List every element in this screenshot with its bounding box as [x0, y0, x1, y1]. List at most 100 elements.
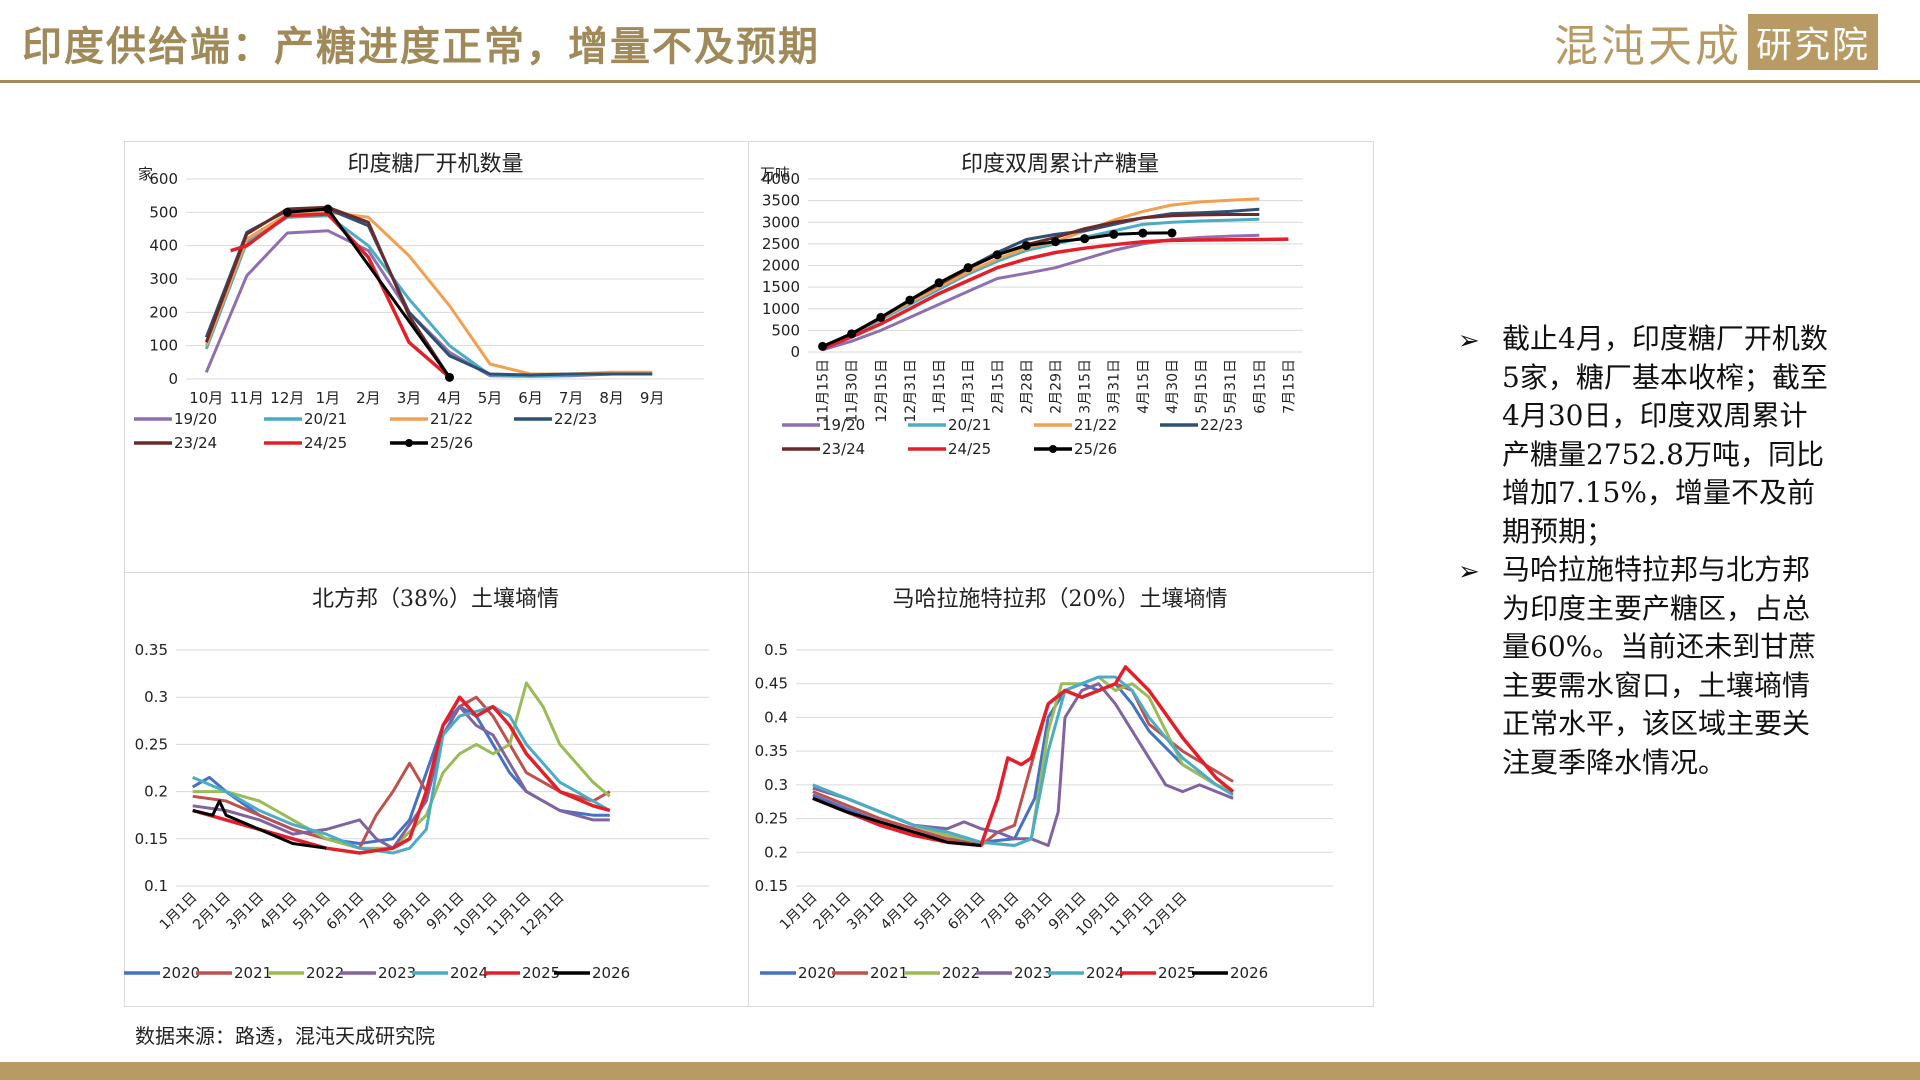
series-line-2025 [192, 695, 611, 855]
y-tick-label: 0.35 [135, 641, 168, 659]
x-tick-label: 5月31日 [1223, 359, 1239, 414]
y-tick-label: 0.25 [135, 735, 168, 753]
header-divider [0, 80, 1920, 83]
y-unit-label: 家 [138, 165, 153, 183]
series-marker-25-26 [1021, 241, 1031, 251]
arrow-icon: ➢ [1458, 557, 1480, 587]
chart-title: 印度糖厂开机数量 [347, 152, 523, 177]
legend-label: 25/26 [1074, 440, 1117, 458]
y-tick-label: 400 [149, 237, 178, 255]
y-unit-label: 万吨 [760, 165, 790, 183]
legend-marker [405, 439, 413, 447]
arrow-icon: ➢ [1458, 326, 1480, 356]
y-tick-label: 0.5 [764, 641, 788, 659]
logo-box: 研究院 [1747, 14, 1878, 70]
x-tick-label: 9月 [640, 389, 665, 407]
legend-label: 20/21 [304, 410, 347, 428]
legend-label: 2024 [1086, 964, 1124, 982]
y-tick-label: 0.15 [755, 877, 788, 895]
chart-up-soil: 北方邦（38%）土壤墒情0.10.150.20.250.30.351月1日2月1… [124, 587, 709, 982]
legend-label: 23/24 [822, 440, 865, 458]
y-tick-label: 200 [149, 303, 178, 321]
x-tick-label: 10月 [189, 389, 223, 407]
legend-label: 2025 [1158, 964, 1196, 982]
y-tick-label: 600 [149, 170, 178, 188]
bullet-item: ➢ 截止4月，印度糖厂开机数5家，糖厂基本收榨；截至4月30日，印度双周累计产糖… [1450, 320, 1830, 551]
x-tick-label: 7月 [559, 389, 584, 407]
chart-divider-vertical [748, 142, 749, 1006]
y-tick-label: 0.25 [755, 810, 788, 828]
x-tick-label: 4月30日 [1165, 359, 1181, 414]
x-tick-label: 1月31日 [961, 359, 977, 414]
y-tick-label: 500 [771, 321, 800, 339]
series-marker-25-26 [992, 250, 1002, 260]
legend-label: 2024 [450, 964, 488, 982]
y-tick-label: 0.1 [144, 877, 168, 895]
x-tick-label: 3月 [397, 389, 422, 407]
legend-label: 22/23 [1200, 416, 1243, 434]
x-tick-label: 12月31日 [903, 359, 919, 423]
bullet-text: 马哈拉施特拉邦与北方邦为印度主要产糖区，占总量60%。当前还未到甘蔗主要需水窗口… [1502, 553, 1817, 779]
chart-title: 北方邦（38%）土壤墒情 [312, 587, 559, 612]
series-marker-25-26 [876, 312, 886, 322]
x-tick-label: 4月 [437, 389, 462, 407]
commentary: ➢ 截止4月，印度糖厂开机数5家，糖厂基本收榨；截至4月30日，印度双周累计产糖… [1450, 320, 1830, 782]
legend-label: 25/26 [430, 434, 473, 452]
y-tick-label: 0.3 [144, 688, 168, 706]
legend-label: 2023 [378, 964, 416, 982]
series-line-2021 [192, 695, 611, 850]
x-tick-label: 5月15日 [1194, 359, 1210, 414]
x-tick-label: 6月 [518, 389, 543, 407]
legend-label: 2026 [592, 964, 630, 982]
x-tick-label: 7月15日 [1281, 359, 1297, 414]
legend-label: 20/21 [948, 416, 991, 434]
legend-label: 2021 [234, 964, 272, 982]
series-line-2023 [812, 682, 1234, 847]
series-line-25-26 [287, 207, 451, 379]
x-tick-label: 11月 [230, 389, 264, 407]
chart-divider-horizontal [125, 572, 1373, 573]
x-tick-label: 2月28日 [1019, 359, 1035, 414]
x-tick-label: 2月15日 [990, 359, 1006, 414]
chart-grid [124, 141, 1374, 1007]
series-line-24-25 [821, 237, 1289, 351]
series-line-2024 [192, 705, 611, 855]
y-tick-label: 2500 [762, 235, 800, 253]
legend-label: 2020 [798, 964, 836, 982]
chart-mh-soil: 马哈拉施特拉邦（20%）土壤墒情 0.15 0.2 0.25 0.3 0.35 0.4 0.4… [755, 587, 1333, 982]
series-marker-25-26 [323, 204, 333, 214]
y-tick-label: 2000 [762, 257, 800, 275]
series-marker-25-26 [1051, 237, 1060, 247]
legend-label: 2022 [942, 964, 980, 982]
series-line-2025 [812, 665, 1235, 848]
y-tick-label: 0.2 [144, 783, 168, 801]
series-marker-25-26 [1167, 228, 1177, 238]
x-tick-label: 8月 [599, 389, 624, 407]
series-line-19-20 [822, 233, 1260, 352]
x-tick-label: 1月 [316, 389, 341, 407]
x-tick-label: 2月 [356, 389, 381, 407]
logo: 混沌天成 研究院 [1554, 14, 1878, 72]
legend-label: 21/22 [430, 410, 473, 428]
series-marker-25-26 [1109, 229, 1119, 239]
legend-label: 22/23 [554, 410, 597, 428]
y-tick-label: 0.35 [755, 742, 788, 760]
series-line-2022 [192, 681, 611, 850]
legend-label: 23/24 [174, 434, 217, 452]
x-tick-label: 3月15日 [1078, 359, 1094, 414]
y-tick-label: 0.45 [755, 675, 788, 693]
y-tick-label: 100 [149, 337, 178, 355]
y-tick-label: 0 [790, 343, 800, 361]
series-line-19-20 [204, 229, 653, 378]
series-marker-25-26 [934, 278, 944, 288]
y-tick-label: 0.3 [764, 776, 788, 794]
y-tick-label: 0.2 [764, 843, 788, 861]
chart-title: 印度双周累计产糖量 [961, 152, 1159, 177]
y-tick-label: 3000 [762, 213, 800, 231]
legend-label: 2025 [522, 964, 560, 982]
page-title: 印度供给端：产糖进度正常，增量不及预期 [22, 23, 820, 70]
logo-text: 混沌天成 [1553, 21, 1742, 72]
x-tick-label: 1月15日 [932, 359, 948, 414]
x-tick-label: 12月 [270, 389, 304, 407]
